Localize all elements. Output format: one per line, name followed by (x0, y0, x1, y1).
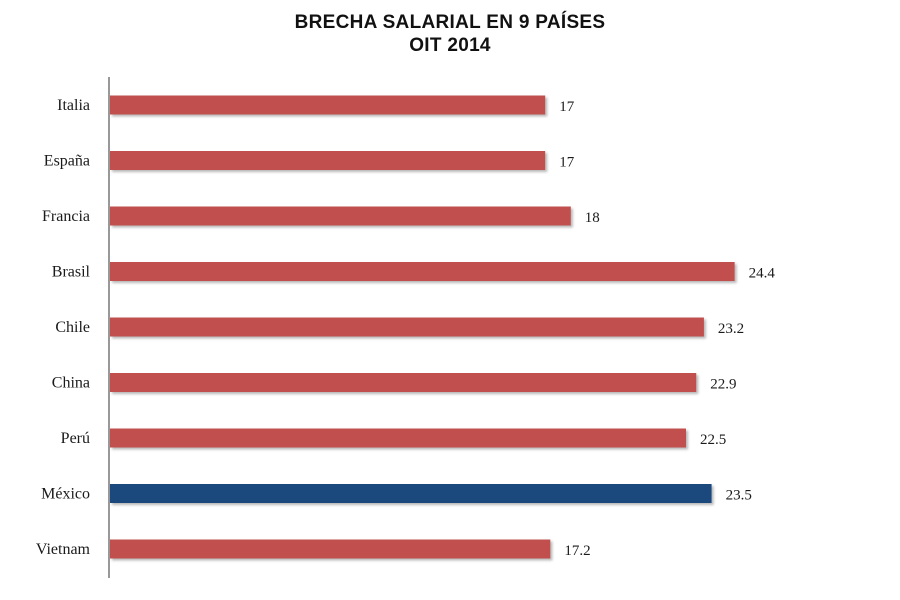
category-label-1: Italia (57, 97, 90, 114)
category-label-7: Perú (61, 430, 90, 447)
category-label-9: Vietnam (36, 541, 91, 558)
bar-7 (110, 428, 686, 448)
category-label-8: México (41, 486, 90, 503)
chart-subtitle: OIT 2014 (409, 35, 491, 56)
bar-5 (110, 317, 704, 337)
value-label-6: 22.9 (710, 377, 736, 393)
value-label-2: 17 (559, 155, 575, 171)
bar-4 (110, 262, 735, 281)
bar-2 (110, 151, 546, 170)
value-label-8: 23.5 (726, 488, 752, 504)
category-label-3: Francia (42, 208, 90, 225)
category-label-5: Chile (55, 319, 90, 336)
value-label-5: 23.2 (718, 321, 744, 337)
value-label-7: 22.5 (700, 432, 726, 448)
value-label-4: 24.4 (749, 266, 776, 282)
bar-8 (110, 484, 712, 503)
value-label-1: 17 (559, 99, 575, 115)
value-label-3: 18 (585, 210, 600, 226)
bar-9 (110, 539, 551, 559)
category-label-6: China (52, 375, 90, 392)
bar-3 (110, 206, 571, 226)
chart-title: BRECHA SALARIAL EN 9 PAÍSES (294, 12, 606, 33)
category-label-4: Brasil (52, 264, 91, 281)
bar-6 (110, 373, 697, 392)
category-label-2: España (44, 153, 90, 170)
bar-1 (110, 95, 546, 115)
value-label-9: 17.2 (564, 543, 590, 559)
